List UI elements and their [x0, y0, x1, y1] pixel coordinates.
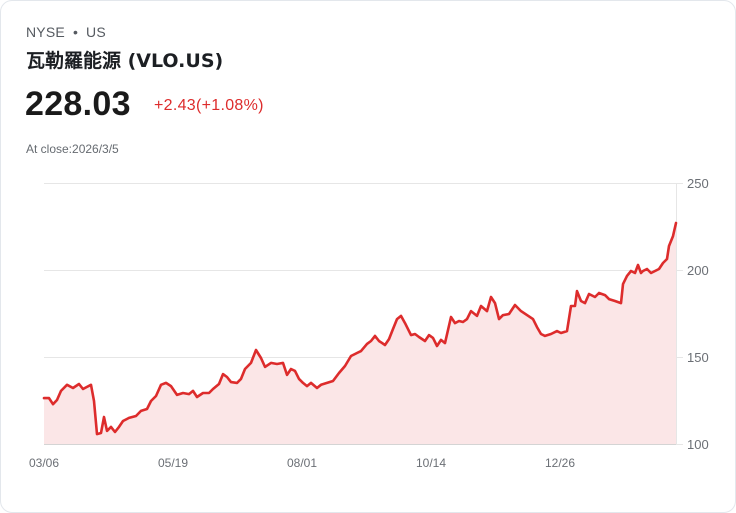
x-axis-labels: 03/06 05/19 08/01 10/14 12/26 — [29, 456, 575, 470]
close-timestamp: At close:2026/3/5 — [26, 142, 119, 156]
exchange-name: NYSE — [26, 24, 65, 40]
separator-dot: • — [72, 24, 79, 40]
price-change: +2.43(+1.08%) — [154, 97, 264, 114]
x-tick-0306: 03/06 — [29, 456, 59, 470]
x-tick-0519: 05/19 — [158, 456, 188, 470]
exchange-market-label: NYSE • US — [26, 24, 106, 40]
stock-name: 瓦勒羅能源 (VLO.US) — [26, 50, 224, 72]
x-tick-0801: 08/01 — [287, 456, 317, 470]
y-tick-200: 200 — [687, 263, 709, 278]
price-chart[interactable]: 250 200 150 100 03/06 05/19 08/01 10/14 … — [1, 171, 736, 471]
price-area-fill — [44, 223, 676, 444]
y-tick-100: 100 — [687, 437, 709, 452]
y-tick-150: 150 — [687, 350, 709, 365]
y-axis-labels: 250 200 150 100 — [687, 176, 709, 452]
x-tick-1226: 12/26 — [545, 456, 575, 470]
current-price: 228.03 — [25, 85, 131, 123]
price-line — [42, 221, 678, 436]
market-name: US — [86, 24, 106, 40]
y-tick-250: 250 — [687, 176, 709, 191]
x-tick-1014: 10/14 — [416, 456, 446, 470]
